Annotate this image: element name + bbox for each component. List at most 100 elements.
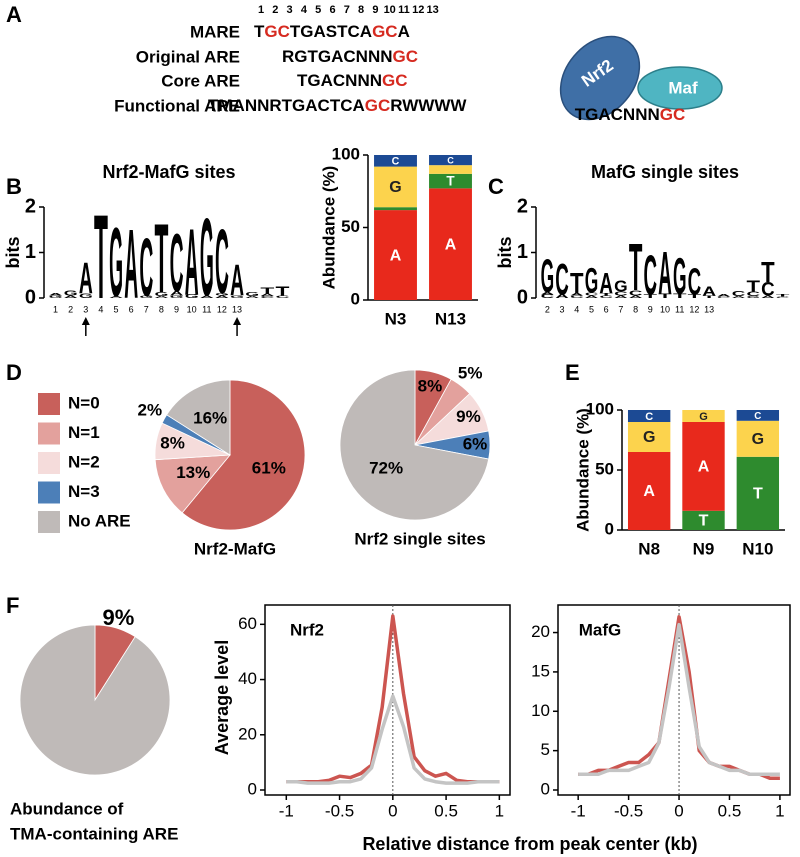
x-tick-label: N8 [638, 539, 660, 558]
logo-letter: A [599, 268, 613, 300]
segment-label: C [447, 155, 454, 165]
sequence-part: GC [365, 96, 391, 115]
y-tick-label: 1 [25, 241, 36, 263]
bar-segment [627, 410, 671, 422]
sequence-part: RGTGACNNN [282, 47, 393, 66]
x-tick-label: N9 [693, 539, 715, 558]
segment-label: G [752, 431, 764, 448]
y-tick-label: 100 [586, 399, 614, 418]
logo-letter: A [230, 256, 244, 305]
position-label: 5 [589, 304, 594, 314]
logo-letter: C [732, 290, 746, 298]
protein-label: Maf [668, 78, 698, 97]
sequence-name: Original ARE [136, 47, 240, 66]
logo-letter: T [260, 285, 274, 296]
position-label: 4 [98, 304, 103, 314]
panel-label: A [6, 2, 22, 27]
bar-segment [736, 410, 780, 421]
logo-letter: T [776, 294, 790, 297]
logo-letter: A [245, 296, 259, 299]
logo-letter: G [139, 295, 153, 299]
arrow [81, 317, 90, 336]
position-label: 13 [232, 304, 242, 314]
position-label: 10 [187, 304, 197, 314]
logo-letter: A [658, 241, 672, 307]
bar-segment [374, 166, 417, 208]
sequence-part: GC [660, 105, 686, 124]
chart-title: Nrf2-MafG [194, 539, 276, 558]
y-axis-title: bits [495, 236, 515, 268]
logo-letter: C [688, 261, 702, 303]
y-tick-label: 1 [517, 241, 528, 263]
x-axis-title: Relative distance from peak center (kb) [362, 834, 697, 854]
slice-label: 9% [456, 407, 481, 426]
sequence: TGCTGASTCAGCA [254, 22, 410, 41]
bar-segment [627, 452, 671, 530]
x-tick-label: 0 [388, 801, 397, 820]
logo-letter: G [170, 295, 184, 299]
x-tick-label: N13 [435, 309, 466, 328]
logo-letter: C [614, 291, 628, 297]
legend-swatch [38, 422, 60, 445]
bar-segment [429, 155, 472, 166]
position-number: 5 [315, 4, 321, 16]
logo-letter: C [215, 211, 229, 313]
bar-segment [736, 420, 780, 457]
x-tick-label: -0.5 [614, 801, 643, 820]
logo-letter: G [49, 295, 63, 299]
nrf2-shape [559, 35, 641, 121]
slice-label: 2% [138, 400, 163, 419]
panel-label: B [6, 174, 22, 199]
sequence-part: TGACNNN [297, 71, 382, 90]
x-tick-label: 0 [674, 801, 683, 820]
position-number: 7 [344, 4, 350, 16]
caption: TMA-containing ARE [10, 824, 178, 843]
pie-slice [19, 624, 171, 776]
logo-letter: C [746, 290, 760, 297]
y-tick-label: 0 [541, 779, 550, 798]
logo-letter: A [570, 292, 584, 296]
logo-letter: G [200, 195, 214, 319]
logo-letter: T [154, 206, 168, 315]
y-axis-title: bits [3, 236, 23, 268]
logo-letter: A [200, 295, 214, 298]
logo-letter: G [746, 296, 760, 299]
logo-letter: T [702, 295, 716, 298]
segment-label: A [698, 459, 710, 476]
logo-letter: C [717, 296, 731, 298]
bar-segment [429, 188, 472, 300]
logo-letter: T [761, 258, 775, 289]
position-number: 10 [384, 4, 396, 16]
x-tick-label: 0.5 [718, 801, 742, 820]
line-series [286, 694, 500, 785]
sequence-part: RWWWW [390, 96, 467, 115]
position-label: 6 [604, 304, 609, 314]
y-tick-label: 15 [531, 661, 550, 680]
y-tick-label: 20 [531, 622, 550, 641]
slice-label: 6% [463, 434, 488, 453]
logo-letter: T [629, 231, 643, 305]
logo-letter: C [139, 221, 153, 313]
logo-letter: A [585, 295, 599, 299]
chart-title: Nrf2 single sites [354, 529, 485, 548]
position-number: 12 [412, 4, 424, 16]
y-axis-title: Abundance (%) [573, 408, 592, 532]
sequence-part: GC [382, 71, 408, 90]
y-tick-label: 0 [517, 286, 528, 308]
logo-letter: C [776, 296, 790, 298]
logo-letter: A [124, 209, 138, 319]
legend-swatch [38, 452, 60, 474]
bar-segment [429, 165, 472, 174]
position-label: 7 [618, 304, 623, 314]
y-tick-label: 0 [351, 289, 360, 308]
y-tick-label: 50 [341, 217, 360, 236]
logo-letter: A [732, 296, 746, 299]
legend-label: N=2 [68, 452, 100, 471]
x-tick-label: -1 [279, 801, 294, 820]
sequence: TMANNRTGACTCAGCRWWWW [208, 96, 467, 115]
segment-label: T [446, 174, 455, 189]
position-label: 10 [660, 304, 670, 314]
logo-letter: T [658, 293, 672, 300]
bar-segment [374, 210, 417, 300]
